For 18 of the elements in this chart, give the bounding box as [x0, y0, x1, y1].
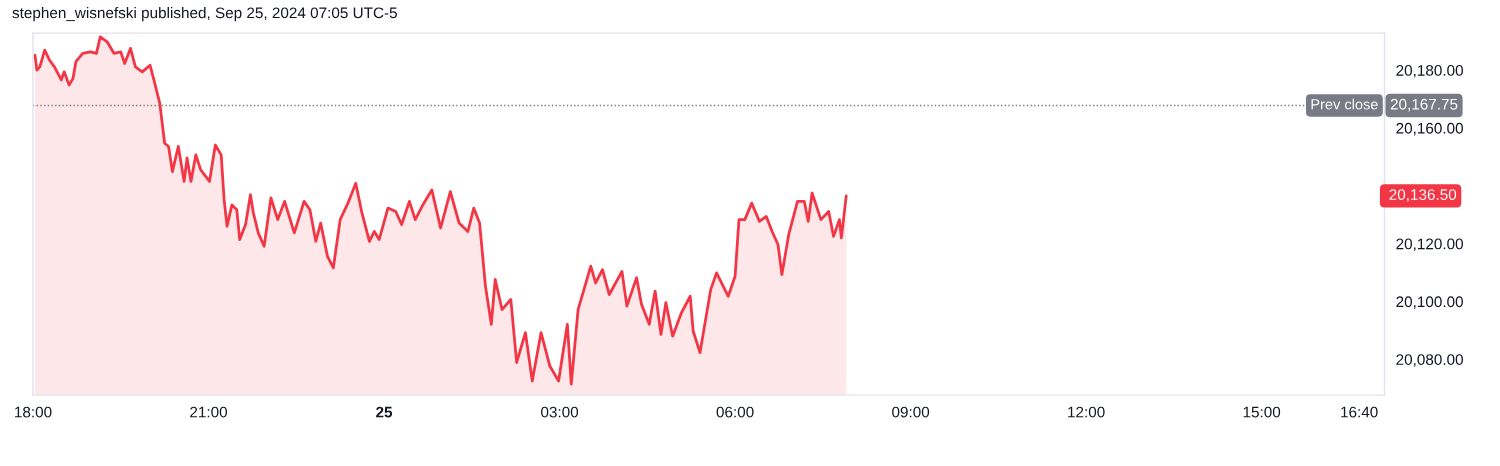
y-tick-label: 20,100.00: [1396, 296, 1463, 309]
chart-title: stephen_wisnefski published, Sep 25, 2024 07:05 UTC-5: [12, 6, 397, 22]
y-tick-label: 20,120.00: [1396, 238, 1463, 252]
x-tick-label: 18:00: [15, 406, 52, 418]
x-tick-label: 09:00: [892, 406, 930, 418]
x-tick-label: 21:00: [190, 406, 228, 418]
annotation: 20,167.75: [1390, 98, 1458, 112]
y-tick-label: 20,160.00: [1396, 122, 1463, 136]
x-tick-label: 15:00: [1243, 406, 1281, 418]
text: 20,136.50: [1389, 189, 1457, 202]
x-tick-label: 06:00: [716, 406, 754, 418]
x-tick-label: 25: [376, 406, 393, 418]
y-tick-label: 20,080.00: [1396, 354, 1463, 367]
x-tick-label: 16:40: [1341, 406, 1378, 418]
ref-line-label: Prev close: [1311, 98, 1378, 110]
x-tick-label: 03:00: [541, 406, 579, 418]
y-tick-label: 20,180.00: [1396, 64, 1463, 78]
x-tick-label: 12:00: [1068, 406, 1105, 418]
